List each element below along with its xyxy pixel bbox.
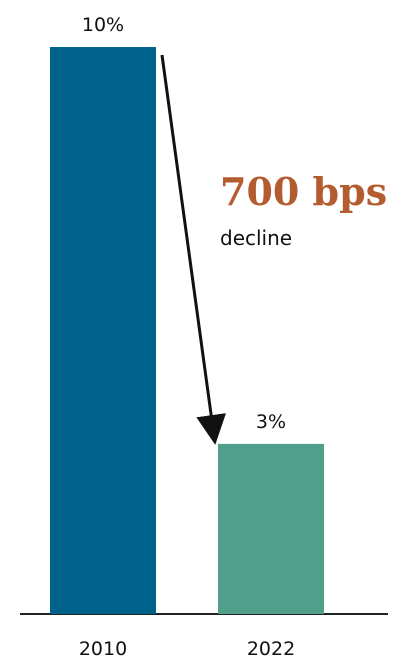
- value-label-2010: 10%: [82, 14, 124, 36]
- value-label-2022: 3%: [256, 411, 286, 433]
- bar-2022: [218, 443, 324, 614]
- bars-layer: [50, 47, 324, 614]
- annotation-sub: decline: [220, 226, 292, 250]
- labels-layer: 10% 2010 3% 2022: [79, 14, 295, 659]
- annotation-main: 700 bps: [220, 169, 387, 214]
- decline-arrow: [160, 54, 227, 445]
- bar-2010: [50, 47, 156, 614]
- x-tick-label-2022: 2022: [247, 638, 295, 659]
- x-tick-label-2010: 2010: [79, 638, 127, 659]
